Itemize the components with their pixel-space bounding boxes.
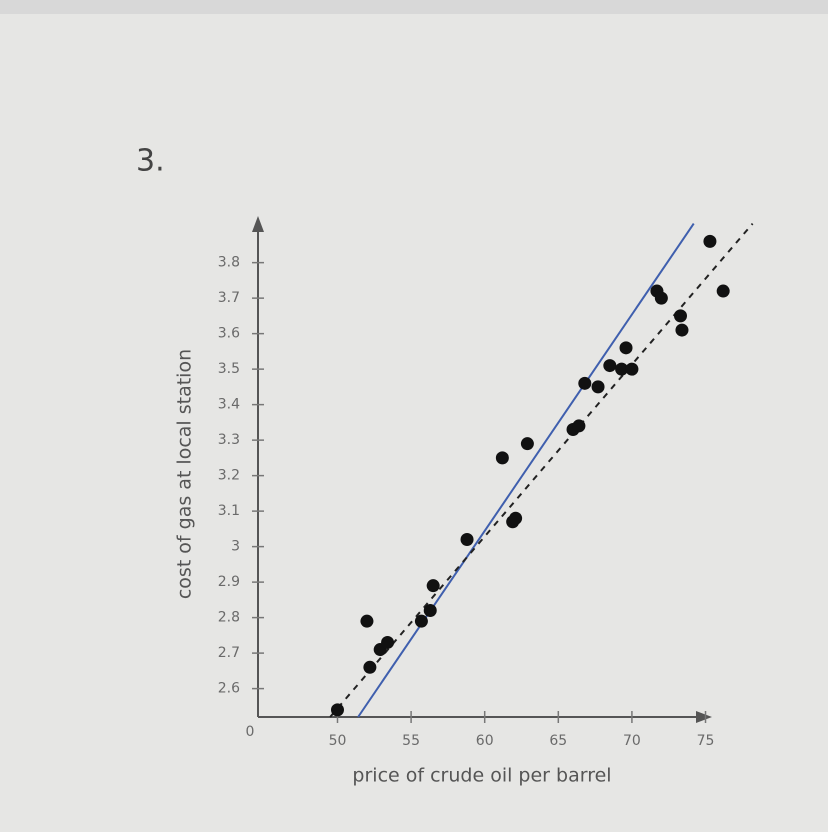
point bbox=[619, 341, 633, 355]
point bbox=[426, 579, 440, 593]
point bbox=[423, 604, 437, 618]
point bbox=[520, 437, 534, 451]
y-tick-label: 2.7 bbox=[218, 645, 240, 661]
point bbox=[578, 376, 592, 390]
x-arrow bbox=[696, 711, 712, 723]
question-number: 3. bbox=[136, 144, 165, 179]
y-arrow bbox=[252, 216, 264, 232]
y-tick-label: 3.3 bbox=[218, 432, 240, 448]
point bbox=[603, 359, 617, 373]
point bbox=[414, 614, 428, 628]
x-tick-label: 60 bbox=[476, 733, 494, 749]
point bbox=[509, 511, 523, 525]
top-bar bbox=[0, 0, 828, 14]
point bbox=[673, 309, 687, 323]
y-tick-label: 2.6 bbox=[218, 681, 240, 697]
fit-line bbox=[357, 223, 695, 718]
y-tick-label: 3.4 bbox=[218, 397, 240, 413]
point bbox=[381, 635, 395, 649]
y-tick-label: 3.2 bbox=[218, 468, 240, 484]
point bbox=[495, 451, 509, 465]
x-tick-label: 70 bbox=[623, 733, 641, 749]
point bbox=[654, 291, 668, 305]
y-tick-label: 3.7 bbox=[218, 290, 240, 306]
y-tick-label: 3.1 bbox=[218, 503, 240, 519]
x-tick-label: 50 bbox=[329, 733, 347, 749]
point bbox=[615, 362, 629, 376]
dashed-fit-line bbox=[329, 222, 754, 718]
point bbox=[460, 533, 474, 547]
origin-label: 0 bbox=[246, 724, 255, 740]
x-tick-label: 75 bbox=[697, 733, 715, 749]
point bbox=[360, 614, 374, 628]
point bbox=[591, 380, 605, 394]
point bbox=[363, 660, 377, 674]
y-tick-label: 3.8 bbox=[218, 255, 240, 271]
x-tick-label: 65 bbox=[549, 733, 567, 749]
point bbox=[716, 284, 730, 298]
point bbox=[675, 323, 689, 337]
y-tick-label: 3.6 bbox=[218, 326, 240, 342]
y-tick-label: 3 bbox=[231, 539, 240, 555]
x-tick-label: 55 bbox=[402, 733, 420, 749]
x-axis-label: price of crude oil per barrel bbox=[352, 765, 611, 787]
y-axis-label: cost of gas at local station bbox=[174, 349, 196, 599]
point bbox=[572, 419, 586, 433]
y-tick-label: 2.9 bbox=[218, 574, 240, 590]
point bbox=[703, 234, 717, 248]
y-tick-label: 2.8 bbox=[218, 610, 240, 626]
point bbox=[330, 703, 344, 717]
y-tick-label: 3.5 bbox=[218, 361, 240, 377]
point bbox=[625, 362, 639, 376]
